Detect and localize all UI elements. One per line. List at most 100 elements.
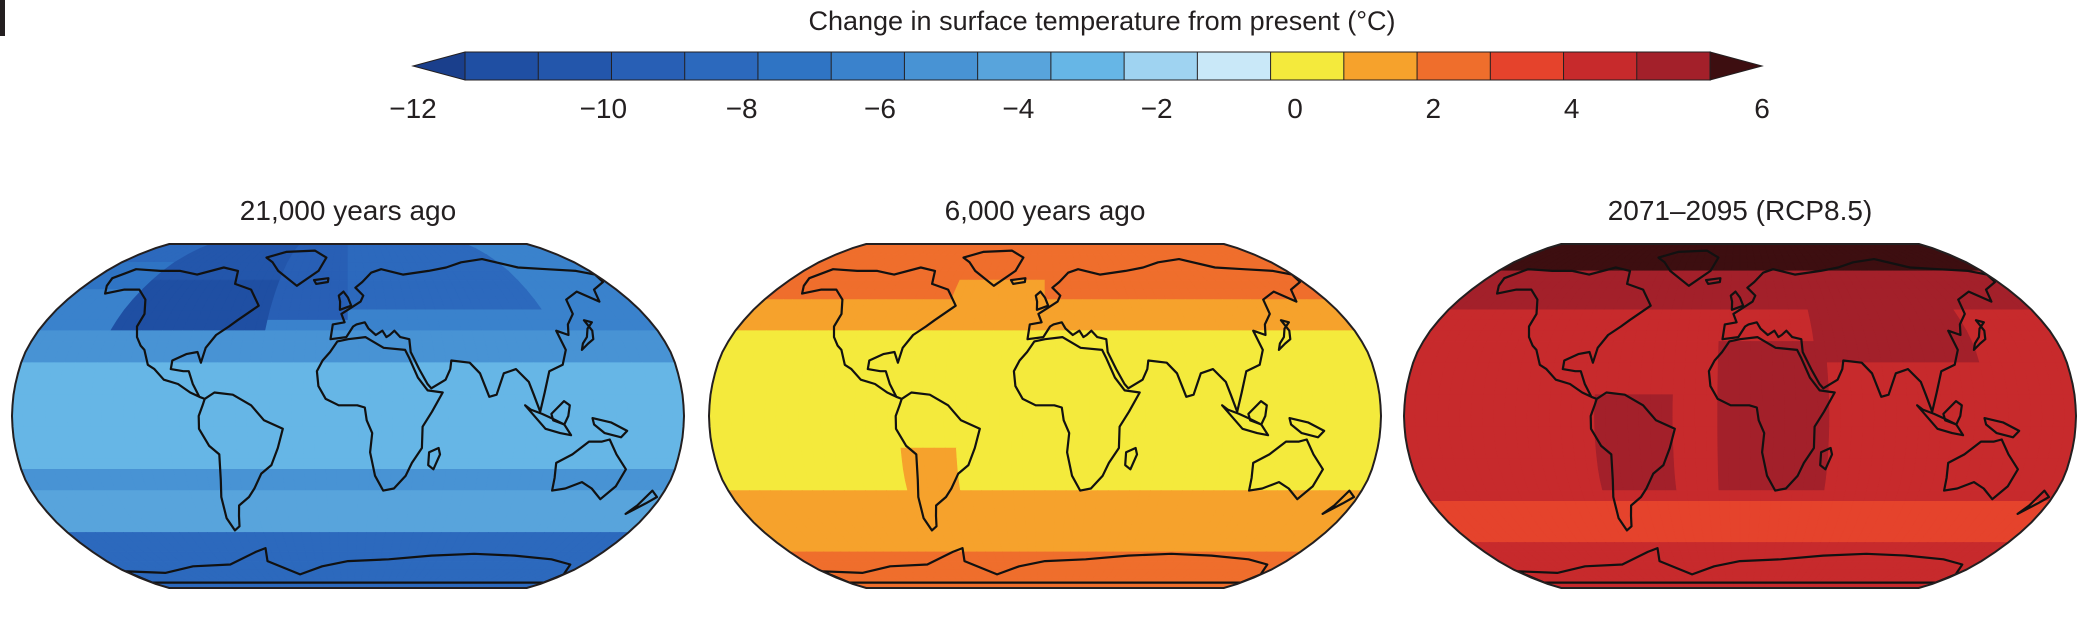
map-cell [1188, 436, 1202, 449]
map-cell [244, 583, 260, 588]
map-cell [391, 362, 404, 374]
map-cell [24, 383, 38, 396]
map-cell [1155, 383, 1168, 396]
map-cell [227, 351, 241, 364]
map-cell [1025, 532, 1037, 543]
map-cell [1255, 383, 1269, 396]
map-cell [182, 458, 196, 470]
map-cell [232, 583, 247, 588]
map-cell [424, 583, 439, 588]
map-outline [10, 243, 686, 589]
map-cell [333, 247, 342, 255]
map-cell [1055, 383, 1068, 396]
map-cell [269, 394, 282, 406]
map-cell [1275, 447, 1290, 460]
map-cell [775, 415, 789, 428]
map-cell [1200, 394, 1214, 406]
map-cell [846, 458, 861, 470]
map-cell [1033, 362, 1046, 374]
map-cell [303, 436, 316, 449]
map-cell [321, 583, 331, 588]
map-cell [1167, 404, 1180, 417]
map-cell [1012, 341, 1025, 353]
map-cell [1299, 383, 1313, 396]
map-cell [406, 583, 420, 588]
map-cell [22, 404, 36, 417]
map-cell [1065, 490, 1078, 502]
map-cell [304, 341, 317, 353]
map-cell [328, 532, 340, 543]
map-cell [1033, 458, 1046, 470]
map-cell [347, 490, 359, 502]
map-cell [955, 394, 968, 406]
map-cell [777, 436, 791, 449]
map-cell [263, 330, 277, 342]
map-cell [994, 309, 1007, 321]
map-cell [1034, 521, 1046, 533]
map-cell [388, 490, 402, 502]
map-cell [1175, 362, 1189, 374]
map-cell [283, 341, 296, 353]
map-cell [293, 341, 307, 353]
map-cell [1033, 426, 1046, 438]
map-cell [136, 372, 151, 385]
map-cell [179, 404, 192, 417]
colorbar-ticks: −12 −10 −8 −6 −4 −2 0 2 4 6 [389, 93, 1770, 124]
map-cell [330, 270, 341, 281]
map-cell [1011, 436, 1024, 449]
map-cell [1130, 468, 1144, 481]
map-cell [901, 362, 915, 374]
map-cell [357, 490, 370, 502]
map-cell [776, 426, 789, 438]
map-cell [1061, 279, 1073, 290]
map-cell [1000, 458, 1013, 470]
map-cell [1078, 404, 1091, 417]
map-cell [392, 404, 405, 417]
map-cell [101, 404, 114, 417]
map-cell [1096, 490, 1109, 502]
map-cell [78, 404, 92, 417]
map-cell [1062, 289, 1074, 300]
map-cell [1332, 383, 1347, 396]
map-cell [1077, 447, 1090, 460]
map-cell [329, 542, 340, 553]
map-cell [146, 394, 159, 406]
map-cell [1212, 415, 1225, 428]
map-cell [263, 490, 277, 502]
coastline [427, 446, 442, 471]
map-cell [469, 436, 483, 449]
map-cell [347, 500, 359, 513]
map-cell [910, 415, 923, 428]
map-cell [878, 447, 892, 460]
map-cell [376, 309, 389, 321]
map-cell [45, 415, 58, 428]
map-cell [347, 289, 358, 300]
map-cell [731, 426, 745, 438]
colorbar-under-arrow [411, 51, 466, 81]
map-cell [984, 511, 997, 523]
map-cell [410, 341, 424, 353]
map-cell [764, 404, 777, 417]
map-cell [1011, 447, 1024, 460]
map-cell [1099, 447, 1112, 460]
map-cell [1001, 468, 1014, 481]
map-cell [303, 372, 316, 385]
map-cell [224, 404, 237, 417]
map-cell [988, 436, 1001, 449]
map-cell [326, 479, 338, 491]
map-cell [285, 500, 299, 513]
map-cell [432, 341, 446, 353]
map-cell [888, 436, 902, 449]
map-cell [250, 341, 264, 353]
map-cell [1035, 542, 1046, 553]
map-cell [358, 436, 371, 449]
map-cell [1691, 299, 1703, 311]
map-cell [502, 383, 516, 396]
map-cell [843, 415, 856, 428]
map-cell [1346, 415, 1359, 428]
map-cell [721, 436, 735, 449]
map-cell [336, 394, 349, 406]
map-cell [1022, 415, 1035, 428]
map-cell [832, 383, 846, 396]
map-cell [1011, 426, 1024, 438]
